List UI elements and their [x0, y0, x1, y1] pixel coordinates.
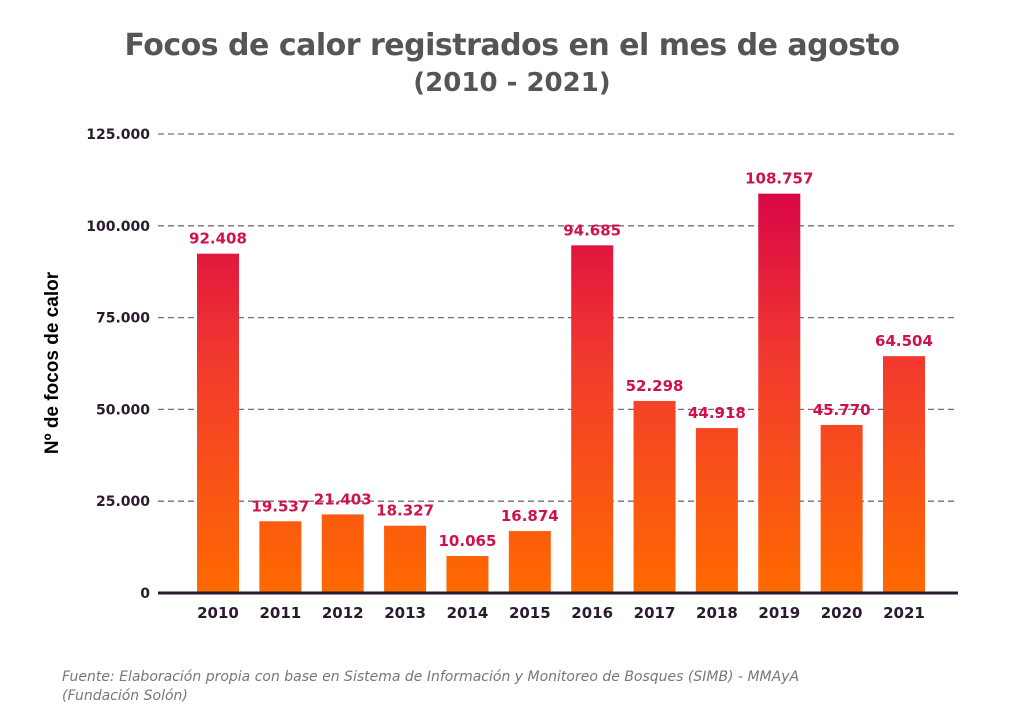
value-label-2011: 19.537 [251, 497, 309, 515]
value-label-2018: 44.918 [688, 404, 746, 422]
bar-2019 [758, 193, 801, 594]
y-tick-label: 75.000 [96, 311, 150, 327]
chart-title: Focos de calor registrados en el mes de … [124, 28, 900, 63]
bars [197, 193, 925, 594]
bar-2018 [695, 428, 738, 593]
bar-2012 [321, 514, 364, 593]
value-label-2019: 108.757 [745, 170, 813, 188]
bar-2013 [384, 525, 427, 593]
value-label-2014: 10.065 [439, 532, 497, 550]
bar-2016 [571, 245, 614, 593]
x-tick-label: 2016 [571, 604, 613, 622]
y-tick-label: 0 [140, 586, 150, 602]
y-tick-label: 50.000 [96, 402, 150, 418]
x-tick-label: 2021 [883, 604, 925, 622]
x-tick-label: 2015 [509, 604, 551, 622]
x-tick-label: 2012 [322, 604, 364, 622]
value-label-2013: 18.327 [376, 502, 434, 520]
x-tick-label: 2014 [447, 604, 489, 622]
bar-2011 [259, 521, 302, 593]
value-label-2020: 45.770 [813, 401, 871, 419]
y-axis-ticks: 0 25.000 50.000 75.000 100.000 125.000 [86, 127, 150, 602]
value-label-2015: 16.874 [501, 507, 559, 525]
x-tick-label: 2020 [821, 604, 863, 622]
bar-2014 [446, 556, 489, 593]
bar-2017 [633, 400, 676, 593]
value-label-2010: 92.408 [189, 230, 247, 248]
value-label-2017: 52.298 [626, 377, 684, 395]
x-tick-label: 2010 [197, 604, 239, 622]
bar-2020 [820, 424, 863, 593]
source-line-2: (Fundación Solón) [62, 688, 188, 704]
x-tick-label: 2019 [758, 604, 800, 622]
y-tick-label: 25.000 [96, 494, 150, 510]
bar-2010 [197, 253, 239, 593]
value-label-2021: 64.504 [875, 332, 933, 350]
source-note: Fuente: Elaboración propia con base en S… [62, 668, 962, 706]
chart-subtitle: (2010 - 2021) [413, 68, 611, 98]
value-label-2016: 94.685 [563, 221, 621, 239]
x-axis-ticks: 2010 2011 2012 2013 2014 2015 2016 2017 2018 2019… [197, 604, 925, 622]
x-tick-label: 2018 [696, 604, 738, 622]
gridlines [158, 133, 958, 502]
x-tick-label: 2011 [259, 604, 301, 622]
source-line-1: Fuente: Elaboración propia con base en S… [62, 669, 800, 685]
x-tick-label: 2017 [634, 604, 676, 622]
y-tick-label: 125.000 [86, 127, 150, 143]
bar-2021 [883, 356, 925, 593]
value-label-2012: 21.403 [314, 490, 372, 508]
x-tick-label: 2013 [384, 604, 426, 622]
y-tick-label: 100.000 [86, 219, 150, 235]
bar-2015 [508, 531, 551, 593]
y-axis-label: Nº de focos de calor [42, 271, 63, 454]
